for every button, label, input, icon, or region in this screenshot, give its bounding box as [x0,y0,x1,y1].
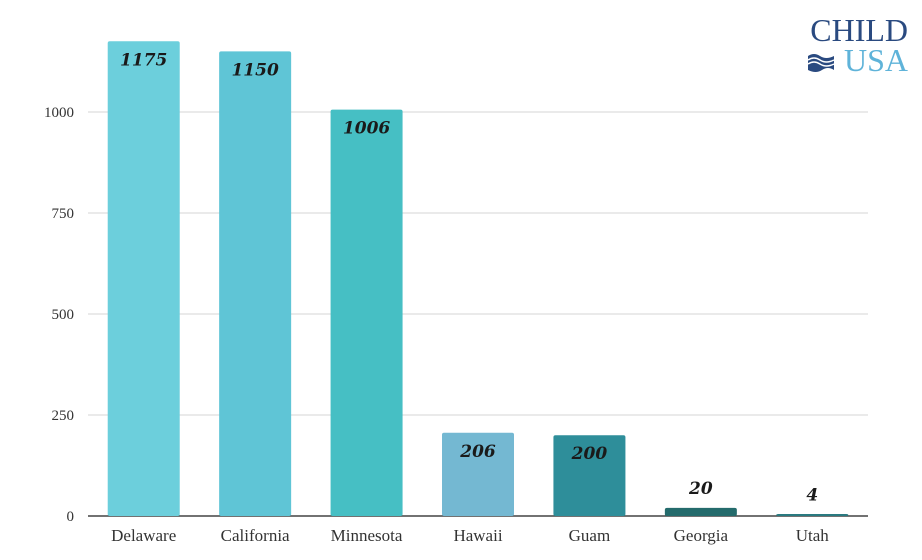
data-label: 206 [459,442,496,462]
flag-icon [807,54,835,72]
data-label: 20 [688,479,713,499]
bar [442,432,514,516]
child-usa-logo: CHILD USA [796,14,908,78]
data-label: 1175 [120,50,167,70]
x-tick-label: Utah [796,526,830,545]
data-label: 1006 [343,119,390,139]
y-tick-label: 750 [52,206,75,222]
data-label: 1150 [231,60,278,80]
logo-text-child: CHILD [810,12,908,48]
bar [664,507,737,516]
bar [219,51,292,517]
x-tick-label: Hawaii [453,526,502,545]
bar [107,41,180,517]
y-tick-label: 1000 [44,105,74,121]
bar [776,514,849,516]
x-tick-label: Guam [569,526,611,545]
y-tick-label: 0 [67,509,75,525]
x-tick-label: Minnesota [331,526,403,545]
logo-text-usa: USA [843,42,908,78]
bar [553,435,626,516]
y-tick-label: 500 [52,307,75,323]
bar [330,109,403,517]
x-tick-label: California [221,526,290,545]
y-tick-label: 250 [52,408,75,424]
x-tick-label: Delaware [111,526,176,545]
data-label: 4 [806,485,818,505]
data-label: 200 [571,444,608,464]
x-tick-label: Georgia [674,526,729,545]
